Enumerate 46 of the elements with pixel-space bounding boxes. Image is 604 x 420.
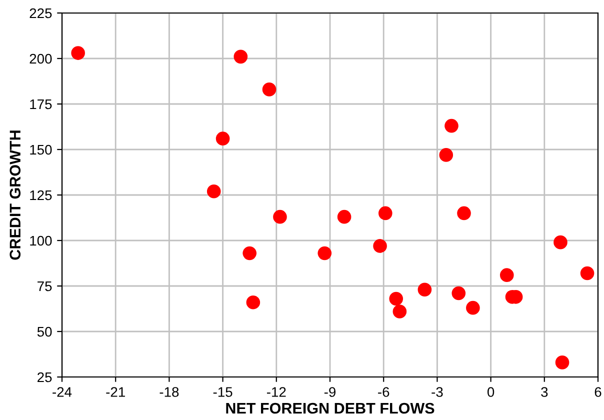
point xyxy=(439,148,454,162)
point xyxy=(242,246,257,260)
point xyxy=(392,304,407,318)
point xyxy=(318,246,332,260)
y-tick-label: 25 xyxy=(38,372,52,382)
x-tick-label: -9 xyxy=(324,387,336,397)
x-tick-label: -21 xyxy=(106,387,125,397)
point xyxy=(500,268,514,282)
y-tick-label: 175 xyxy=(30,99,52,110)
x-tick-label: 6 xyxy=(594,387,602,397)
point xyxy=(216,132,230,146)
y-tick-label: 225 xyxy=(30,8,52,18)
y-tick-label: 100 xyxy=(30,236,52,246)
y-tick-label: 125 xyxy=(30,190,52,200)
point xyxy=(234,50,248,64)
point xyxy=(337,210,352,224)
x-tick-label: -6 xyxy=(378,387,390,397)
x-axis-title: NET FOREIGN DEBT FLOWS xyxy=(226,402,434,414)
y-tick-label: 75 xyxy=(38,281,52,292)
x-tick-label: -12 xyxy=(266,387,286,397)
point xyxy=(273,210,287,224)
point xyxy=(466,300,480,315)
point xyxy=(71,46,85,60)
point xyxy=(373,239,387,253)
point xyxy=(262,82,276,96)
x-tick-label: -3 xyxy=(432,387,443,397)
x-tick-label: 3 xyxy=(541,387,548,397)
point xyxy=(206,184,221,198)
point xyxy=(457,206,471,220)
y-axis-title: CREDIT GROWTH xyxy=(10,130,21,260)
y-tick-label: 200 xyxy=(30,54,52,64)
point xyxy=(378,206,392,220)
x-tick-label: 0 xyxy=(487,387,494,397)
point xyxy=(444,118,458,133)
point xyxy=(554,235,568,250)
x-tick-label: -15 xyxy=(213,387,232,397)
point xyxy=(452,286,466,300)
x-tick-label: -24 xyxy=(52,387,72,397)
point xyxy=(246,295,260,310)
point xyxy=(580,266,594,280)
point xyxy=(389,292,404,306)
point xyxy=(418,282,432,297)
x-tick-label: -18 xyxy=(160,387,179,397)
point xyxy=(555,356,570,370)
y-tick-label: 50 xyxy=(37,326,52,337)
y-tick-label: 150 xyxy=(30,144,52,155)
